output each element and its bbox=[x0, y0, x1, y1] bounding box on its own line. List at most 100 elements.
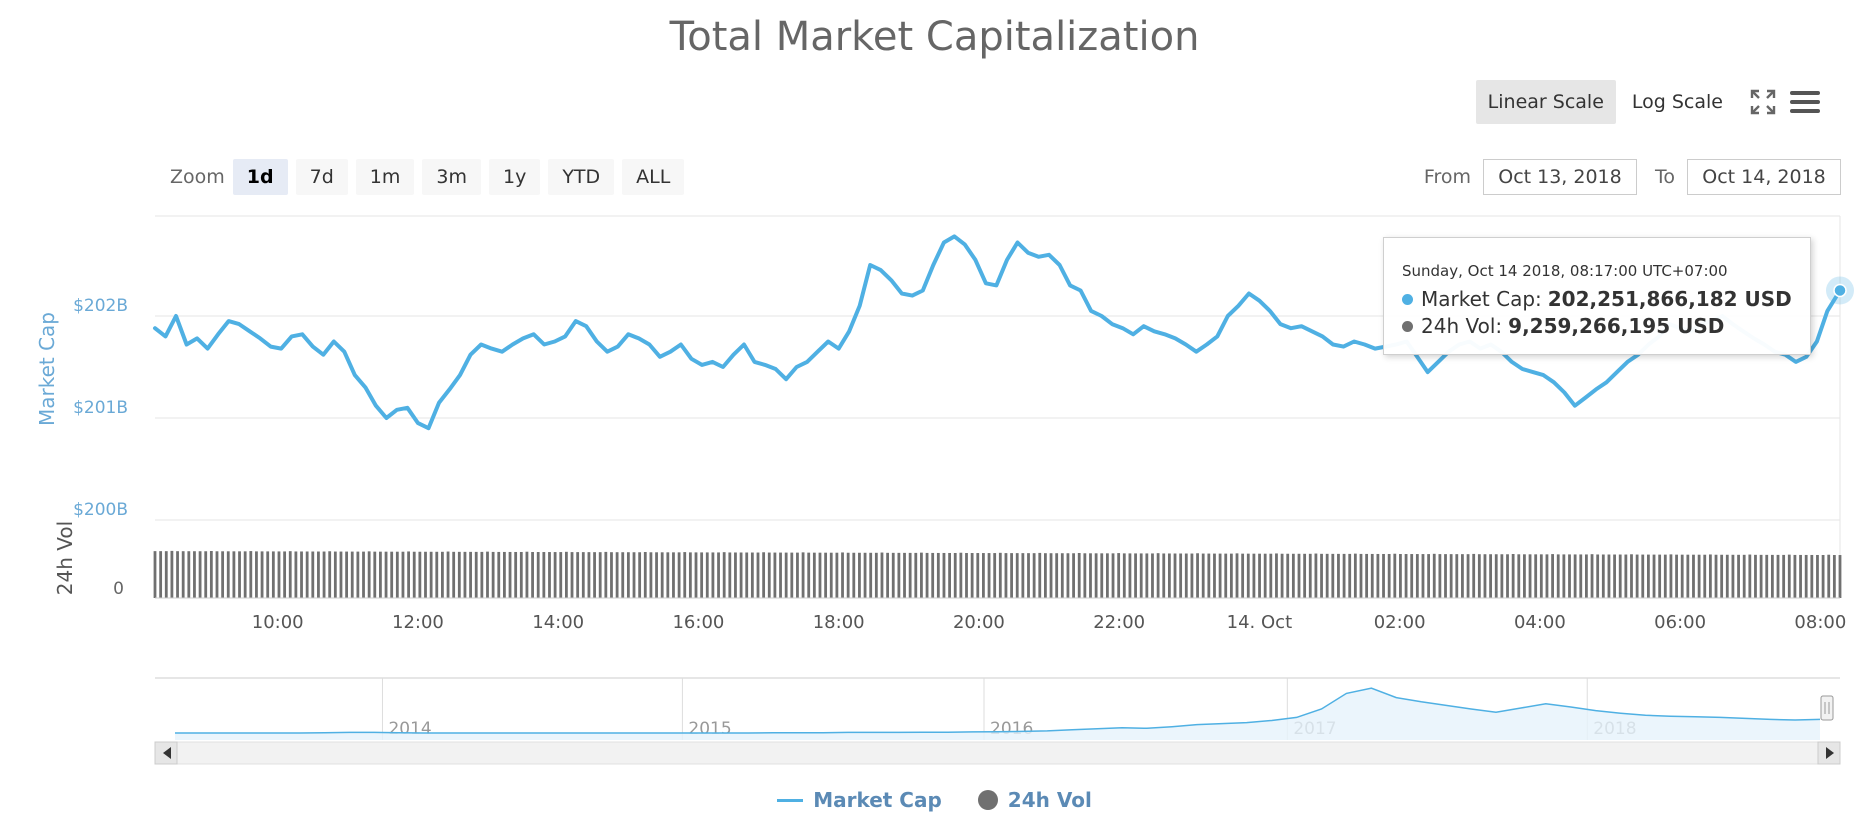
zoom-1m-button[interactable]: 1m bbox=[355, 159, 415, 195]
volume-bar bbox=[176, 551, 179, 598]
volume-bar bbox=[570, 552, 574, 598]
volume-bar bbox=[610, 552, 613, 598]
volume-bar bbox=[846, 552, 850, 598]
zoom-1d-button[interactable]: 1d bbox=[232, 159, 288, 195]
volume-bar bbox=[756, 552, 760, 598]
volume-bar bbox=[1128, 553, 1132, 598]
volume-bar bbox=[1461, 554, 1464, 598]
zoom-all-button[interactable]: ALL bbox=[622, 159, 685, 195]
volume-bar bbox=[452, 551, 456, 598]
date-range: From Oct 13, 2018 To Oct 14, 2018 bbox=[1424, 159, 1841, 195]
zoom-3m-button[interactable]: 3m bbox=[422, 159, 481, 195]
y-axis-title-market-cap: Market Cap bbox=[35, 312, 59, 426]
chevron-right-icon bbox=[1826, 747, 1834, 759]
volume-bar bbox=[959, 552, 963, 598]
volume-bar bbox=[638, 552, 642, 598]
volume-bar bbox=[903, 552, 906, 598]
volume-bar bbox=[1094, 553, 1098, 598]
volume-bar bbox=[931, 552, 935, 598]
chevron-left-icon bbox=[163, 747, 171, 759]
x-tick-label: 04:00 bbox=[1514, 612, 1566, 633]
volume-bar bbox=[412, 551, 416, 598]
volume-bar bbox=[469, 551, 472, 598]
volume-bar bbox=[1415, 554, 1419, 598]
volume-bar bbox=[1021, 553, 1025, 598]
zoom-ytd-button[interactable]: YTD bbox=[548, 159, 615, 195]
fullscreen-icon[interactable] bbox=[1745, 80, 1781, 124]
log-scale-button[interactable]: Log Scale bbox=[1631, 91, 1723, 113]
volume-bar bbox=[1630, 554, 1633, 598]
volume-bar bbox=[824, 552, 828, 598]
volume-bar bbox=[1032, 553, 1036, 598]
volume-bar bbox=[1770, 554, 1774, 598]
volume-bar bbox=[1213, 553, 1216, 598]
volume-bar bbox=[559, 552, 563, 598]
x-tick-label: 12:00 bbox=[392, 612, 444, 633]
volume-bar bbox=[1500, 554, 1504, 598]
to-date-input[interactable]: Oct 14, 2018 bbox=[1687, 159, 1841, 195]
volume-bar bbox=[514, 551, 518, 598]
volume-bar bbox=[660, 552, 664, 598]
from-date-input[interactable]: Oct 13, 2018 bbox=[1482, 159, 1637, 195]
volume-bar bbox=[1399, 554, 1402, 598]
volume-bar bbox=[1337, 553, 1340, 598]
volume-bar bbox=[1151, 553, 1154, 598]
volume-bar bbox=[1404, 554, 1408, 598]
volume-bar bbox=[1799, 554, 1802, 598]
volume-bar bbox=[576, 552, 580, 598]
vol-dot-icon bbox=[1402, 321, 1413, 332]
legend-item-market-cap[interactable]: Market Cap bbox=[777, 788, 942, 812]
volume-bar bbox=[1027, 553, 1030, 598]
volume-bar bbox=[502, 551, 506, 598]
volume-bar bbox=[739, 552, 743, 598]
volume-bar bbox=[1652, 554, 1656, 598]
volume-bar bbox=[1618, 554, 1622, 598]
volume-bar bbox=[1111, 553, 1115, 598]
volume-bar bbox=[767, 552, 771, 598]
legend: Market Cap 24h Vol bbox=[0, 788, 1869, 812]
x-tick-label: 08:00 bbox=[1794, 612, 1846, 633]
volume-bar bbox=[1060, 553, 1064, 598]
volume-bar bbox=[604, 551, 608, 598]
x-tick-label: 22:00 bbox=[1093, 612, 1145, 633]
volume-bar bbox=[193, 551, 196, 598]
volume-bar bbox=[717, 552, 720, 598]
zoom-1y-button[interactable]: 1y bbox=[488, 159, 541, 195]
volume-bar bbox=[869, 552, 873, 598]
volume-bar bbox=[300, 551, 303, 598]
tooltip-vol-row: 24h Vol: 9,259,266,195 USD bbox=[1402, 313, 1810, 340]
volume-bar bbox=[1162, 553, 1166, 598]
volume-bar bbox=[1714, 554, 1718, 598]
volume-bar bbox=[480, 551, 484, 598]
volume-bar bbox=[1449, 554, 1453, 598]
tooltip-vol-value: 9,259,266,195 USD bbox=[1508, 314, 1725, 338]
volume-bar bbox=[1241, 553, 1245, 598]
volume-bar bbox=[632, 552, 636, 598]
hamburger-menu-icon[interactable] bbox=[1787, 80, 1823, 124]
volume-bar bbox=[1759, 554, 1763, 598]
legend-item-24h-vol[interactable]: 24h Vol bbox=[977, 788, 1092, 812]
volume-bar bbox=[1748, 554, 1752, 598]
volume-bar bbox=[1342, 553, 1346, 598]
volume-bar bbox=[226, 551, 230, 598]
zoom-7d-button[interactable]: 7d bbox=[295, 159, 348, 195]
dot-icon bbox=[977, 790, 998, 810]
linear-scale-button[interactable]: Linear Scale bbox=[1475, 80, 1616, 124]
volume-bar bbox=[294, 551, 298, 598]
volume-bar bbox=[1122, 553, 1126, 598]
volume-bar bbox=[796, 552, 799, 598]
volume-bar bbox=[243, 551, 247, 598]
market-cap-series-line bbox=[153, 234, 1842, 431]
volume-bar bbox=[181, 551, 185, 598]
volume-bar bbox=[373, 551, 377, 598]
volume-bar bbox=[621, 552, 625, 598]
volume-bar bbox=[384, 551, 388, 598]
volume-bar bbox=[683, 552, 687, 598]
volume-bar bbox=[694, 552, 698, 598]
volume-bar bbox=[1438, 554, 1442, 598]
volume-bar bbox=[379, 551, 382, 598]
volume-bar bbox=[841, 552, 844, 598]
volume-bar bbox=[271, 551, 275, 598]
